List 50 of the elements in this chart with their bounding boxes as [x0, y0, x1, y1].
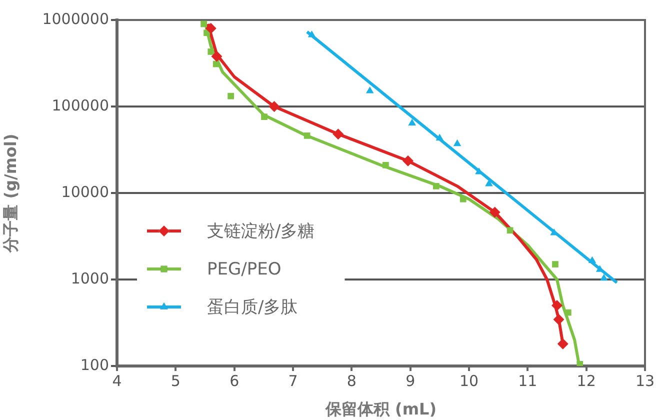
x-tick-label: 4 — [112, 372, 122, 390]
point — [205, 22, 216, 34]
point — [382, 162, 389, 168]
point — [436, 134, 444, 140]
point — [402, 155, 414, 166]
legend-label: 支链淀粉/多糖 — [207, 221, 315, 242]
point — [366, 86, 374, 94]
x-tick-label: 5 — [170, 372, 180, 390]
y-tick-label: 1000000 — [42, 10, 109, 28]
point — [552, 300, 562, 312]
y-tick-label: 1000 — [70, 269, 109, 288]
point — [212, 60, 220, 68]
point — [304, 132, 310, 139]
point — [211, 50, 222, 62]
point — [268, 101, 280, 112]
x-tick-label: 6 — [230, 372, 240, 390]
point — [208, 48, 214, 55]
point — [588, 256, 596, 263]
point — [261, 114, 268, 120]
point — [453, 139, 462, 146]
point — [489, 206, 500, 218]
point — [600, 274, 608, 281]
point — [485, 180, 493, 186]
point — [552, 261, 558, 268]
point — [432, 182, 440, 190]
point — [308, 30, 316, 38]
point — [228, 92, 234, 100]
point — [460, 196, 466, 202]
point — [332, 128, 344, 140]
point — [408, 118, 416, 126]
point — [564, 309, 572, 316]
x-tick-label: 12 — [576, 372, 596, 390]
legend-label: PEG/PEO — [207, 259, 282, 280]
x-tick-label: 11 — [518, 372, 538, 390]
x-tick-label: 8 — [346, 372, 356, 390]
y-tick-label: 10000 — [61, 182, 109, 201]
point — [557, 338, 568, 350]
x-axis-title: 保留体积 (mL) — [324, 400, 437, 419]
point — [200, 20, 208, 28]
x-tick-label: 7 — [288, 372, 298, 390]
y-tick-label: 100000 — [52, 96, 109, 114]
y-axis-title: 分子量 (g/mol) — [0, 134, 20, 254]
y-tick-label: 100 — [80, 356, 109, 374]
point — [553, 314, 564, 325]
point — [576, 360, 584, 366]
x-tick-label: 10 — [459, 372, 479, 390]
x-tick-label: 13 — [635, 372, 655, 390]
point — [506, 227, 514, 234]
x-tick-label: 9 — [406, 372, 416, 390]
legend-label: 蛋白质/多肽 — [207, 297, 298, 318]
